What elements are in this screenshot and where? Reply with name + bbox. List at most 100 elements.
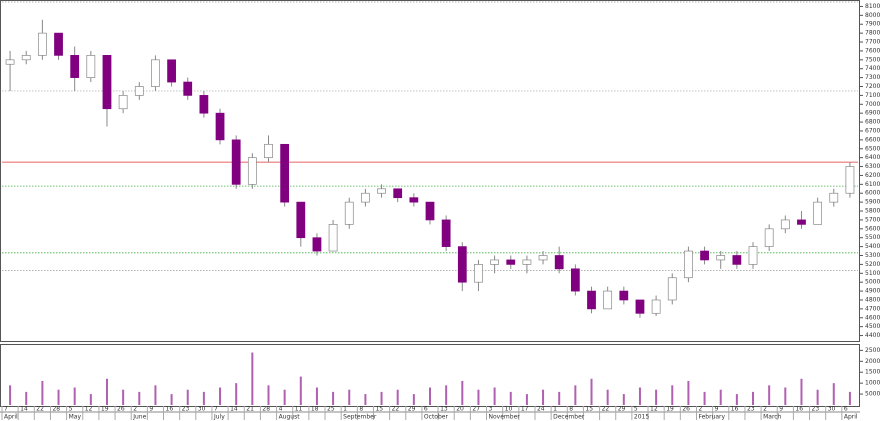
y-tick-label: 7000 <box>865 101 880 108</box>
candle-body <box>199 95 209 114</box>
candle-body <box>635 299 645 314</box>
x-tick-label: 2 <box>698 406 702 413</box>
y-tick-label: 4800 <box>865 296 880 303</box>
candle-body <box>748 246 758 265</box>
y-tick-label: 5000 <box>865 279 880 286</box>
y-tick-label: 6000 <box>865 190 880 197</box>
volume-bar <box>25 391 28 405</box>
y-tick-label: 6800 <box>865 119 880 126</box>
x-tick-label: 14 <box>230 406 238 413</box>
volume-y-tick-label: 15000 <box>865 369 880 376</box>
y-tick-label: 5900 <box>865 199 880 206</box>
x-tick-label: 12 <box>650 406 658 413</box>
y-tick-label: 7200 <box>865 83 880 90</box>
volume-bar <box>396 389 399 405</box>
y-tick-label: 5800 <box>865 208 880 215</box>
x-tick-label: 7 <box>214 406 218 413</box>
candle-body <box>393 188 403 199</box>
y-tick-label: 7600 <box>865 47 880 54</box>
candle-body <box>506 259 516 265</box>
candle-body <box>619 290 629 301</box>
volume-bar <box>429 387 431 405</box>
candle-body <box>813 201 823 225</box>
candle-body <box>167 59 176 83</box>
volume-bar <box>558 391 561 405</box>
volume-y-tick-label: 5000 <box>865 391 880 398</box>
x-tick-label: 7 <box>4 406 8 413</box>
y-tick-label: 8100 <box>865 3 880 10</box>
x-tick-label: 17 <box>521 406 529 413</box>
x-tick-label: 22 <box>392 406 400 413</box>
y-tick-label: 7400 <box>865 65 880 72</box>
volume-bar <box>445 385 448 405</box>
volume-bar <box>299 376 302 405</box>
candle-body <box>457 246 467 283</box>
x-tick-label: 30 <box>198 406 206 413</box>
volume-bar <box>154 385 157 405</box>
x-tick-label: 23 <box>182 406 190 413</box>
x-tick-label: 13 <box>440 406 448 413</box>
candle-body <box>845 166 855 194</box>
x-tick-label: 20 <box>456 406 464 413</box>
y-tick-label: 5600 <box>865 225 880 232</box>
x-tick-label: 28 <box>52 406 60 413</box>
candle-body <box>5 59 15 65</box>
candle-body <box>587 290 596 310</box>
candle-body <box>474 264 483 283</box>
volume-bar <box>671 385 674 405</box>
y-tick-label: 4900 <box>865 288 880 295</box>
x-tick-label: 16 <box>731 406 739 413</box>
volume-bar <box>122 389 125 405</box>
month-label: July <box>213 414 225 421</box>
y-tick-label: 6500 <box>865 145 880 152</box>
candle-body <box>102 55 112 110</box>
candle-body <box>603 290 613 310</box>
volume-bar <box>332 391 335 405</box>
y-tick-label: 5300 <box>865 252 880 259</box>
candle-body <box>134 86 144 96</box>
y-tick-label: 7800 <box>865 30 880 37</box>
y-tick-label: 6900 <box>865 110 880 117</box>
volume-bar <box>461 380 464 405</box>
x-tick-label: 26 <box>117 406 125 413</box>
candle-body <box>797 219 806 225</box>
volume-bar <box>735 394 738 405</box>
volume-bar <box>219 387 222 405</box>
volume-bar <box>105 378 108 405</box>
volume-bar <box>525 394 528 405</box>
x-tick-label: 8 <box>359 406 363 413</box>
candle-body <box>118 95 128 110</box>
x-tick-label: 19 <box>666 406 674 413</box>
volume-bar <box>493 387 496 405</box>
candle-body <box>183 81 193 96</box>
x-tick-label: 2 <box>133 406 137 413</box>
x-tick-label: 2 <box>763 406 767 413</box>
x-tick-label: 6 <box>424 406 428 413</box>
x-tick-label: 29 <box>408 406 416 413</box>
x-tick-label: 16 <box>795 406 803 413</box>
candle-body <box>538 255 548 261</box>
y-tick-label: 4700 <box>865 305 880 312</box>
x-tick-label: 30 <box>828 406 836 413</box>
x-tick-label: 26 <box>682 406 690 413</box>
volume-bar <box>655 389 658 405</box>
candle-body <box>732 255 742 265</box>
y-tick-label: 7100 <box>865 92 880 99</box>
candle-body <box>264 143 273 159</box>
volume-bar <box>283 389 286 405</box>
y-tick-label: 6100 <box>865 181 880 188</box>
volume-bar <box>542 389 545 405</box>
volume-bar <box>800 378 803 405</box>
candle-body <box>651 299 661 314</box>
candle-body <box>667 277 677 301</box>
candle-body <box>700 250 709 261</box>
x-tick-label: 3 <box>489 406 493 413</box>
volume-panel <box>0 344 860 407</box>
x-tick-label: 10 <box>505 406 513 413</box>
month-label: March <box>763 414 781 421</box>
y-tick-label: 7700 <box>865 39 880 46</box>
candle-body <box>361 192 370 203</box>
volume-y-tick-label: 25000 <box>865 347 880 354</box>
volume-bar <box>235 383 238 405</box>
